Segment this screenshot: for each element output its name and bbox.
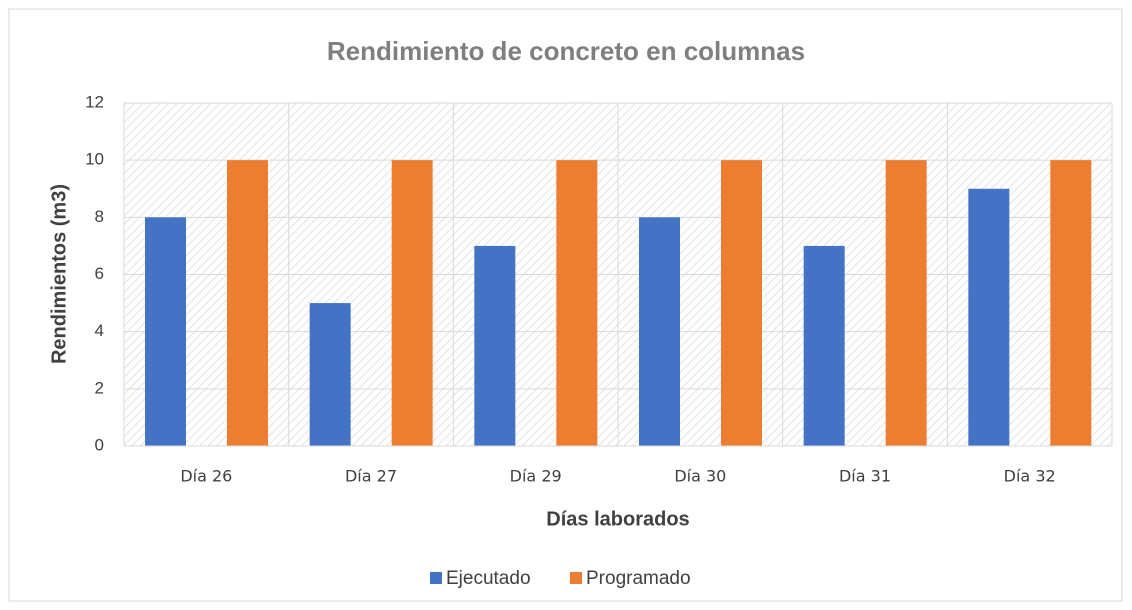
x-tick-label: Día 27 <box>345 467 397 486</box>
legend-label: Programado <box>586 568 691 589</box>
legend-label: Ejecutado <box>446 568 531 589</box>
legend-swatch <box>570 572 582 584</box>
bar <box>803 245 845 446</box>
y-tick-label: 6 <box>95 264 104 283</box>
x-tick-label: Día 32 <box>1004 467 1056 486</box>
chart-title: Rendimiento de concreto en columnas <box>327 36 805 66</box>
x-axis-label: Días laborados <box>546 508 689 530</box>
bar <box>1050 160 1092 446</box>
y-tick-label: 0 <box>95 435 104 454</box>
bar <box>721 160 762 446</box>
x-tick-label: Día 26 <box>180 467 232 486</box>
bar <box>145 217 186 446</box>
bar <box>885 160 927 446</box>
bar <box>474 245 516 446</box>
y-tick-label: 12 <box>85 92 104 111</box>
y-tick-label: 4 <box>95 321 104 340</box>
y-tick-label: 10 <box>85 150 104 169</box>
bar <box>227 160 268 446</box>
bar <box>968 188 1010 446</box>
bar <box>391 160 433 446</box>
bar <box>556 160 598 446</box>
y-tick-label: 8 <box>95 207 104 226</box>
y-tick-label: 2 <box>95 378 104 397</box>
x-tick-label: Día 29 <box>510 467 562 486</box>
bar <box>639 217 680 446</box>
legend-swatch <box>430 572 442 584</box>
x-tick-label: Día 31 <box>839 467 891 486</box>
x-tick-label: Día 30 <box>674 467 726 486</box>
y-axis-label: Rendimientos (m3) <box>48 184 70 364</box>
bar <box>309 303 351 446</box>
